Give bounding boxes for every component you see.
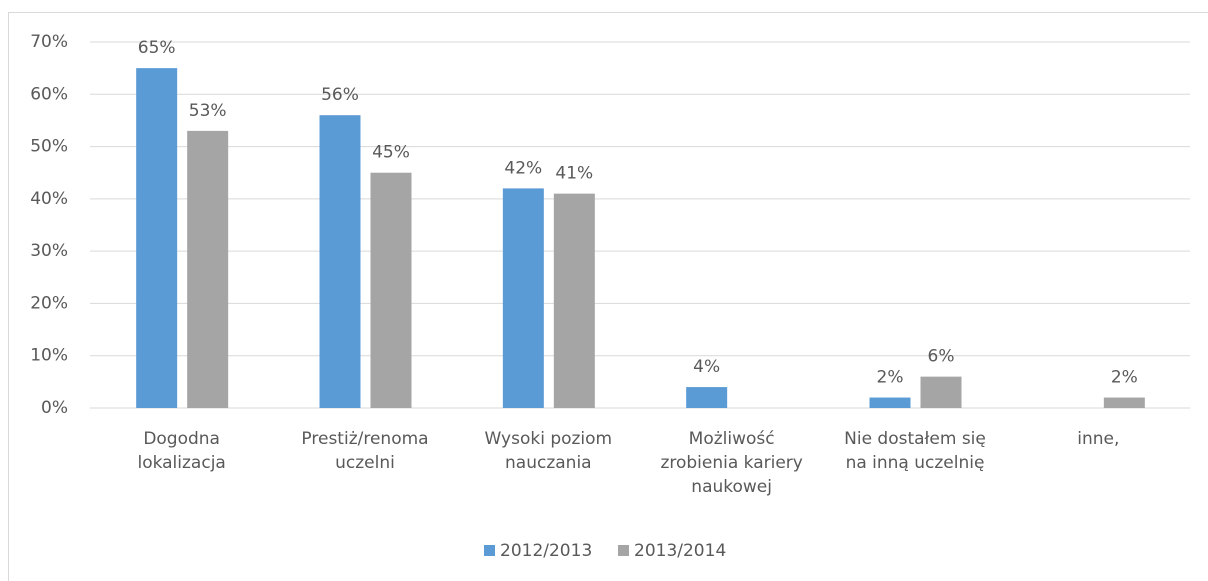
bar bbox=[869, 397, 911, 408]
bar bbox=[920, 376, 962, 408]
y-tick-label: 60% bbox=[30, 84, 68, 104]
chart-border bbox=[8, 12, 1208, 581]
x-tick-label: Możliwość zrobienia kariery naukowej bbox=[660, 429, 803, 497]
data-label: 2% bbox=[877, 368, 904, 388]
data-label: 42% bbox=[504, 158, 542, 178]
y-tick-label: 40% bbox=[30, 189, 68, 209]
bar bbox=[136, 68, 178, 409]
bar bbox=[502, 188, 544, 408]
legend-swatch bbox=[484, 545, 495, 556]
y-tick-label: 50% bbox=[30, 137, 68, 157]
x-tick-label: Prestiż/renoma uczelni bbox=[301, 429, 429, 473]
x-tick-label: Nie dostałem się na inną uczelnię bbox=[844, 429, 986, 473]
data-label: 45% bbox=[372, 143, 410, 163]
bar bbox=[370, 172, 412, 408]
x-tick-label: Wysoki poziom nauczania bbox=[484, 429, 613, 473]
bar bbox=[686, 387, 728, 408]
data-label: 4% bbox=[693, 357, 720, 377]
x-tick-label: Dogodna lokalizacja bbox=[137, 429, 226, 473]
data-label: 65% bbox=[138, 38, 176, 58]
x-tick-label: inne, bbox=[1077, 429, 1120, 449]
bar bbox=[553, 193, 595, 408]
y-tick-label: 20% bbox=[30, 293, 68, 313]
data-label: 2% bbox=[1111, 368, 1138, 388]
y-tick-label: 70% bbox=[30, 32, 68, 52]
bar bbox=[1103, 397, 1145, 408]
y-tick-label: 30% bbox=[30, 241, 68, 261]
data-label: 41% bbox=[555, 164, 593, 184]
y-tick-label: 0% bbox=[41, 398, 68, 418]
y-tick-label: 10% bbox=[30, 346, 68, 366]
legend-label: 2013/2014 bbox=[634, 541, 726, 561]
data-label: 56% bbox=[321, 85, 359, 105]
legend-swatch bbox=[618, 545, 629, 556]
bar bbox=[187, 130, 229, 408]
bar bbox=[319, 115, 361, 408]
data-label: 53% bbox=[189, 101, 227, 121]
legend-label: 2012/2013 bbox=[500, 541, 592, 561]
data-label: 6% bbox=[928, 347, 955, 367]
